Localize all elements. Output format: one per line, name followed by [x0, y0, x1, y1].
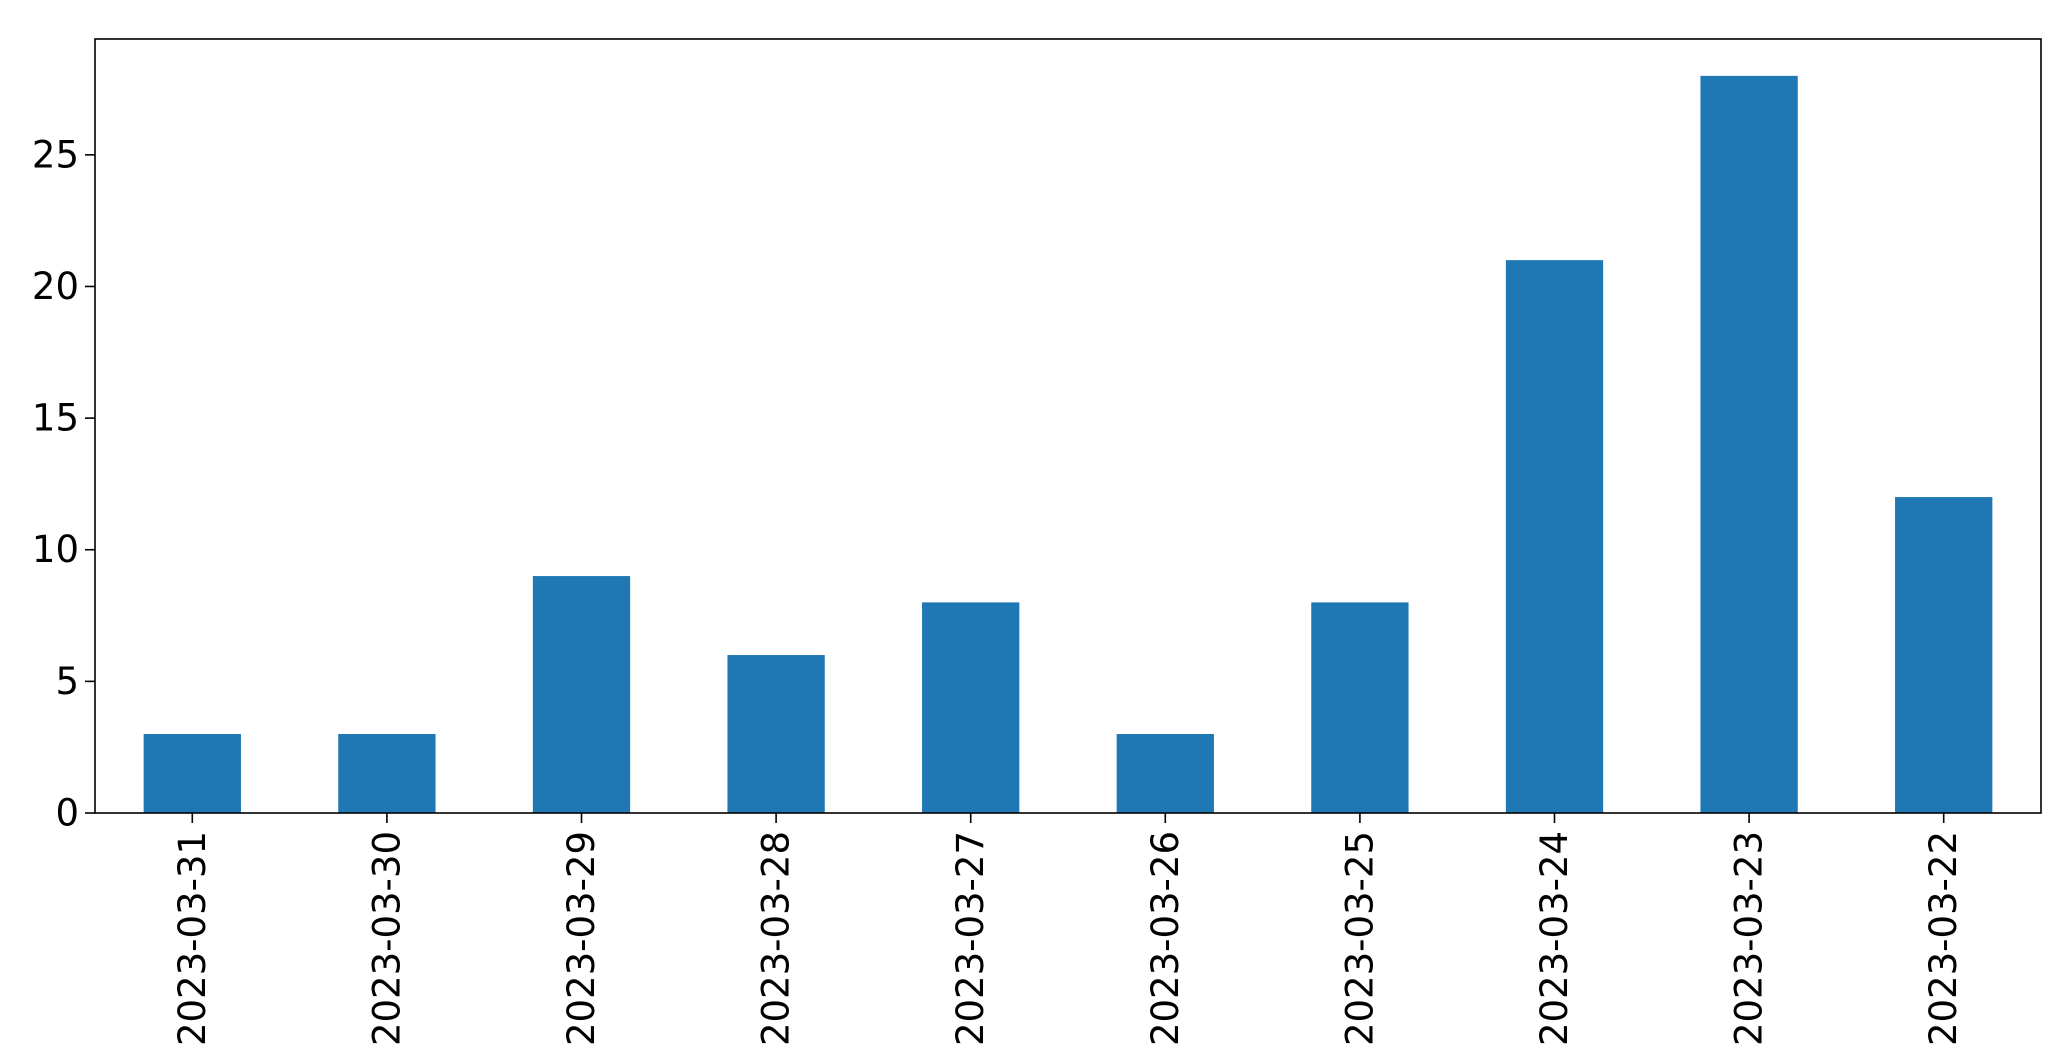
- x-tick-label-2023-03-22: 2023-03-22: [1922, 831, 1965, 1046]
- bars-layer: [143, 75, 1993, 814]
- x-tick-label-2023-03-29: 2023-03-29: [560, 831, 603, 1046]
- bar-2023-03-24: [1505, 260, 1604, 813]
- y-tick-label: 5: [55, 660, 79, 703]
- y-tick-label: 20: [32, 265, 79, 308]
- bar-2023-03-29: [532, 576, 631, 813]
- bar-2023-03-25: [1311, 602, 1409, 813]
- x-tick-label-2023-03-25: 2023-03-25: [1338, 831, 1381, 1046]
- y-tick-label: 0: [55, 792, 79, 835]
- x-tick-label-2023-03-23: 2023-03-23: [1728, 831, 1771, 1046]
- bar-2023-03-23: [1700, 75, 1798, 814]
- bar-2023-03-27: [922, 602, 1020, 813]
- x-tick-label-2023-03-28: 2023-03-28: [755, 831, 798, 1046]
- y-tick-label: 10: [32, 528, 79, 571]
- bar-2023-03-26: [1116, 734, 1214, 813]
- x-tick-label-2023-03-30: 2023-03-30: [365, 831, 408, 1046]
- y-tick-label: 25: [32, 133, 79, 176]
- bar-2023-03-30: [338, 734, 436, 813]
- x-tick-label-2023-03-27: 2023-03-27: [949, 831, 992, 1046]
- bar-2023-03-28: [727, 655, 825, 813]
- y-tick-label: 15: [32, 397, 79, 440]
- bar-2023-03-22: [1895, 497, 1993, 813]
- plot-frame: [94, 38, 2042, 814]
- x-axis-ticks: 2023-03-31 2023-03-30 2023-03-29 2023-03-28…: [171, 813, 1965, 1046]
- y-axis-ticks: 0 5 10 15 20 25: [32, 133, 95, 835]
- bar-2023-03-31: [143, 734, 241, 813]
- x-tick-label-2023-03-26: 2023-03-26: [1144, 831, 1187, 1046]
- x-tick-label-2023-03-24: 2023-03-24: [1533, 831, 1576, 1046]
- x-tick-label-2023-03-31: 2023-03-31: [171, 831, 214, 1046]
